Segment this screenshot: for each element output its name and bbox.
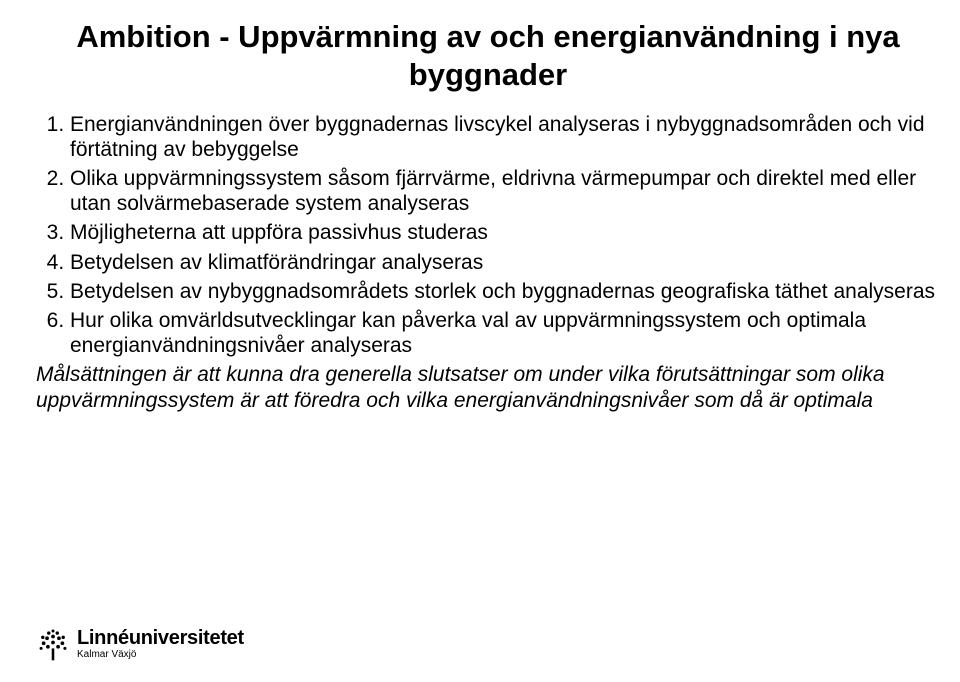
title-line-2: byggnader <box>409 57 567 92</box>
numbered-list: Energianvändningen över byggnadernas liv… <box>36 112 940 359</box>
list-item-text: Betydelsen av nybyggnadsområdets storlek… <box>70 280 935 303</box>
list-item: Betydelsen av klimatförändringar analyse… <box>70 250 940 275</box>
list-item-text: Hur olika omvärldsutvecklingar kan påver… <box>70 309 866 357</box>
university-subtext: Kalmar Växjö <box>77 650 244 660</box>
list-item-text: Olika uppvärmningssystem såsom fjärrvärm… <box>70 167 916 215</box>
list-item: Energianvändningen över byggnadernas liv… <box>70 112 940 162</box>
list-item: Betydelsen av nybyggnadsområdets storlek… <box>70 279 940 304</box>
university-name: Linnéuniversitetet <box>77 628 244 648</box>
slide-title: Ambition - Uppvärmning av och energianvä… <box>36 18 940 94</box>
tree-icon <box>36 628 70 662</box>
list-item: Hur olika omvärldsutvecklingar kan påver… <box>70 308 940 358</box>
title-line-1: Ambition - Uppvärmning av och energianvä… <box>76 19 899 54</box>
list-item: Olika uppvärmningssystem såsom fjärrvärm… <box>70 166 940 216</box>
logo-text: Linnéuniversitetet Kalmar Växjö <box>77 628 244 660</box>
slide: Ambition - Uppvärmning av och energianvä… <box>0 0 960 682</box>
summary-paragraph: Målsättningen är att kunna dra generella… <box>36 362 940 412</box>
university-logo: Linnéuniversitetet Kalmar Växjö <box>36 628 244 662</box>
list-item-text: Möjligheterna att uppföra passivhus stud… <box>70 221 488 244</box>
list-item-text: Energianvändningen över byggnadernas liv… <box>70 113 925 161</box>
list-item: Möjligheterna att uppföra passivhus stud… <box>70 220 940 245</box>
list-item-text: Betydelsen av klimatförändringar analyse… <box>70 251 483 274</box>
